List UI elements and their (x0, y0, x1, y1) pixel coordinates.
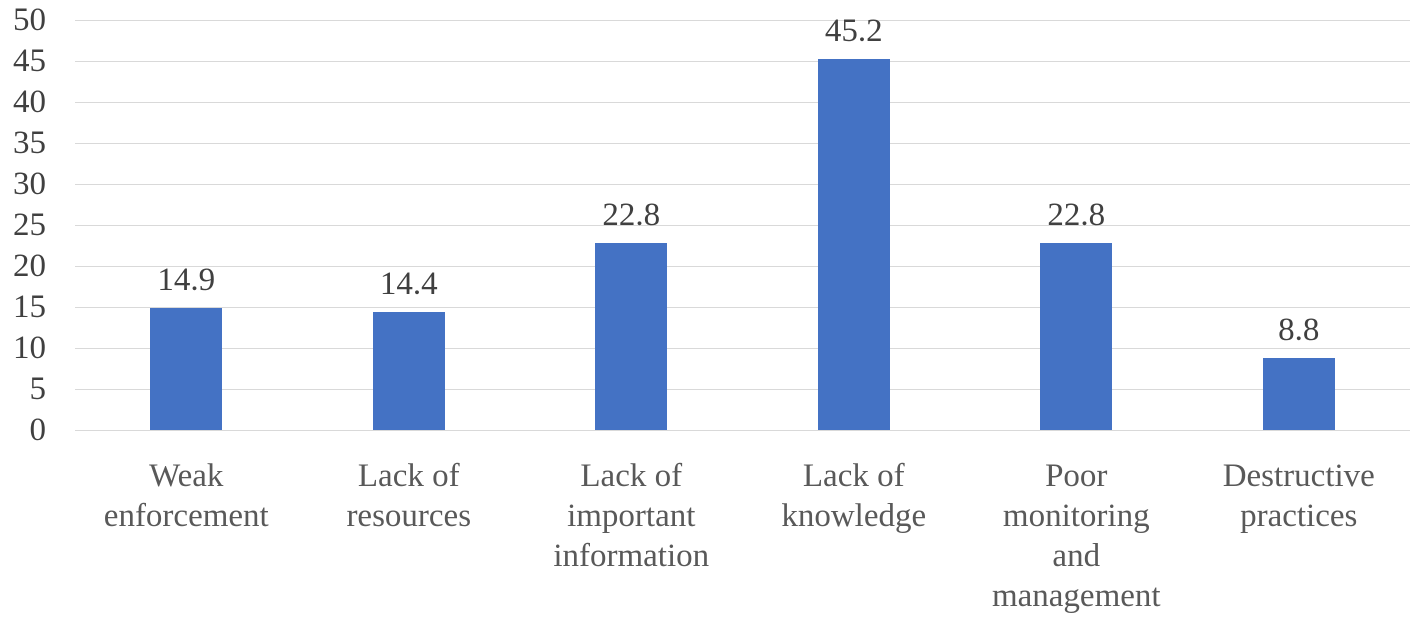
x-axis-category-label: Lack of knowledge (781, 458, 927, 534)
x-axis-category-label: Destructive practices (1222, 458, 1375, 534)
bar-6 (1262, 357, 1335, 430)
y-gridline (75, 348, 1410, 349)
y-gridline (75, 143, 1410, 144)
y-gridline (75, 389, 1410, 390)
y-gridline (75, 266, 1410, 267)
x-axis-category-label: Lack of resources (346, 458, 472, 534)
y-axis-tick-label: 10 (13, 330, 46, 366)
data-label: 8.8 (1278, 311, 1320, 348)
x-axis-category-label: Weak enforcement (103, 458, 269, 534)
y-axis-tick-label: 30 (13, 166, 46, 202)
y-axis-tick-label: 15 (13, 289, 46, 325)
bar-5 (1040, 243, 1113, 430)
y-gridline (75, 102, 1410, 103)
y-gridline (75, 61, 1410, 62)
x-axis-category-label: Lack of important information (553, 458, 710, 574)
data-label: 22.8 (602, 197, 661, 234)
y-axis-tick-label: 20 (13, 248, 46, 284)
y-gridline (75, 307, 1410, 308)
bar-4 (817, 59, 890, 430)
y-axis-tick-label: 40 (13, 84, 46, 120)
bar-2 (372, 311, 445, 430)
y-gridline (75, 430, 1410, 431)
data-label: 14.4 (379, 265, 438, 302)
y-axis-tick-label: 45 (13, 43, 46, 79)
bar-3 (595, 243, 668, 430)
y-gridline (75, 20, 1410, 21)
y-axis-tick-label: 50 (13, 2, 46, 38)
x-axis-category-label: Poor monitoring and management (991, 458, 1161, 614)
data-label: 45.2 (824, 13, 883, 50)
data-label: 14.9 (157, 261, 216, 298)
y-axis-tick-label: 0 (29, 412, 47, 448)
bar-1 (150, 307, 223, 430)
y-axis-tick-label: 35 (13, 125, 46, 161)
y-axis-tick-label: 5 (29, 371, 47, 407)
y-axis-tick-label: 25 (13, 207, 46, 243)
y-gridline (75, 225, 1410, 226)
data-label: 22.8 (1047, 197, 1106, 234)
y-gridline (75, 184, 1410, 185)
